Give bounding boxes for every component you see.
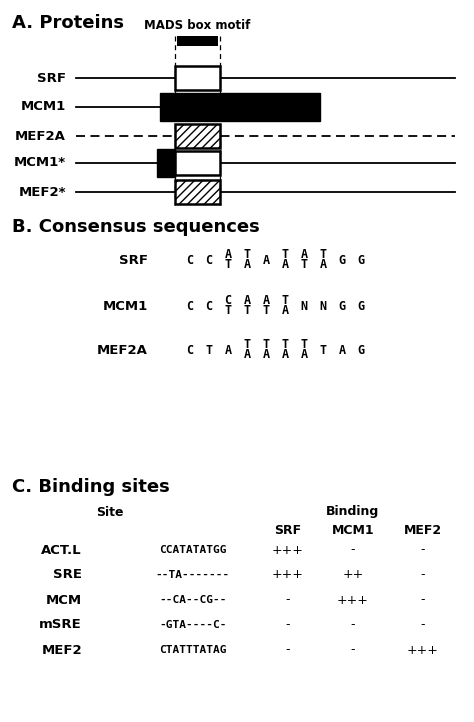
Text: -: - <box>351 544 355 557</box>
Text: A: A <box>301 248 308 261</box>
Text: T: T <box>282 295 289 308</box>
Text: T: T <box>224 258 232 271</box>
Text: +++: +++ <box>272 544 304 557</box>
Text: MEF2A: MEF2A <box>15 129 66 142</box>
Text: C: C <box>186 253 193 266</box>
Text: Binding: Binding <box>327 505 380 518</box>
Text: Site: Site <box>96 505 124 518</box>
Text: MEF2: MEF2 <box>404 523 442 536</box>
Text: T: T <box>301 339 308 352</box>
Text: T: T <box>282 248 289 261</box>
Text: mSRE: mSRE <box>39 619 82 632</box>
Text: A: A <box>263 295 270 308</box>
Text: T: T <box>205 344 212 357</box>
Text: SRF: SRF <box>37 71 66 84</box>
Text: G: G <box>338 300 346 313</box>
Text: -: - <box>421 544 425 557</box>
Text: MCM1: MCM1 <box>21 100 66 113</box>
Text: -: - <box>421 619 425 632</box>
Text: B. Consensus sequences: B. Consensus sequences <box>12 218 260 236</box>
Text: +++: +++ <box>272 568 304 581</box>
Text: MEF2: MEF2 <box>41 643 82 656</box>
Text: T: T <box>263 305 270 318</box>
Text: T: T <box>301 258 308 271</box>
Text: +++: +++ <box>407 643 439 656</box>
Text: SRE: SRE <box>53 568 82 581</box>
Text: -: - <box>351 643 355 656</box>
Text: A: A <box>263 253 270 266</box>
Text: T: T <box>319 344 327 357</box>
Text: N: N <box>319 300 327 313</box>
Text: N: N <box>301 300 308 313</box>
Text: A. Proteins: A. Proteins <box>12 14 124 32</box>
Text: --TA-------: --TA------- <box>156 570 230 580</box>
Text: CTATTTATAG: CTATTTATAG <box>159 645 227 655</box>
Text: G: G <box>357 300 365 313</box>
Bar <box>175 180 220 204</box>
Bar <box>160 93 320 121</box>
Text: T: T <box>244 339 251 352</box>
Text: MCM: MCM <box>46 593 82 606</box>
Text: MADS box motif: MADS box motif <box>144 19 251 32</box>
Text: G: G <box>357 344 365 357</box>
Text: C: C <box>205 253 212 266</box>
Text: T: T <box>263 339 270 352</box>
Bar <box>157 149 175 177</box>
Text: A: A <box>301 349 308 362</box>
Bar <box>177 36 218 46</box>
Bar <box>175 124 220 148</box>
Text: -: - <box>351 619 355 632</box>
Text: MCM1: MCM1 <box>332 523 374 536</box>
Text: MCM1*: MCM1* <box>14 157 66 170</box>
Text: T: T <box>282 339 289 352</box>
Text: -: - <box>286 593 290 606</box>
Text: -: - <box>421 593 425 606</box>
Bar <box>175 151 220 175</box>
Text: A: A <box>244 349 251 362</box>
Text: G: G <box>357 253 365 266</box>
Text: G: G <box>338 253 346 266</box>
Text: A: A <box>224 248 232 261</box>
Text: C: C <box>205 300 212 313</box>
Text: T: T <box>244 305 251 318</box>
Text: T: T <box>319 248 327 261</box>
Text: ACT.L: ACT.L <box>41 544 82 557</box>
Text: MCM1: MCM1 <box>103 300 148 313</box>
Text: MEF2*: MEF2* <box>18 186 66 199</box>
Text: --CA--CG--: --CA--CG-- <box>159 595 227 605</box>
Text: A: A <box>244 295 251 308</box>
Text: C. Binding sites: C. Binding sites <box>12 478 170 496</box>
Text: +++: +++ <box>337 593 369 606</box>
Text: CCATATATGG: CCATATATGG <box>159 545 227 555</box>
Text: SRF: SRF <box>274 523 301 536</box>
Text: MEF2A: MEF2A <box>97 344 148 357</box>
Text: ++: ++ <box>342 568 364 581</box>
Text: -: - <box>286 643 290 656</box>
Text: SRF: SRF <box>119 253 148 266</box>
Text: T: T <box>224 305 232 318</box>
Text: A: A <box>282 305 289 318</box>
Text: A: A <box>319 258 327 271</box>
Text: A: A <box>263 349 270 362</box>
Text: A: A <box>244 258 251 271</box>
Text: C: C <box>186 300 193 313</box>
Text: -GTA----C-: -GTA----C- <box>159 620 227 630</box>
Text: A: A <box>338 344 346 357</box>
Text: A: A <box>282 349 289 362</box>
Text: -: - <box>286 619 290 632</box>
Text: -: - <box>421 568 425 581</box>
Text: C: C <box>186 344 193 357</box>
Text: C: C <box>224 295 232 308</box>
Bar <box>175 66 220 90</box>
Text: T: T <box>244 248 251 261</box>
Text: A: A <box>282 258 289 271</box>
Text: A: A <box>224 344 232 357</box>
